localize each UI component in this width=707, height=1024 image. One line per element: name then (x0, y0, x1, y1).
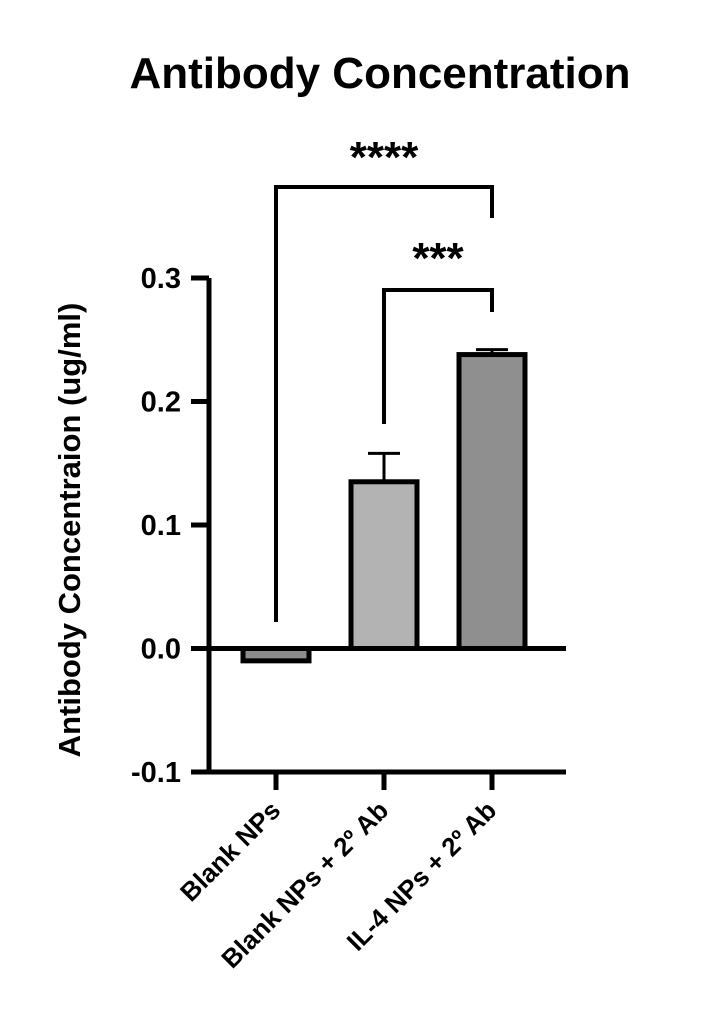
bar (348, 479, 420, 651)
y-axis-label: Antibody Concentraion (ug/ml) (52, 303, 87, 758)
bar (456, 352, 528, 651)
x-tick-label: Blank NPs (174, 795, 286, 907)
significance-label: *** (412, 234, 464, 283)
y-tick-label: 0.0 (141, 634, 181, 666)
y-tick-label: 0.3 (141, 263, 181, 295)
y-tick-label: 0.1 (141, 510, 181, 542)
chart-title: Antibody Concentration (129, 49, 630, 98)
y-tick-label: 0.2 (141, 387, 181, 419)
significance-bracket (382, 288, 494, 424)
y-tick-label: -0.1 (131, 757, 181, 789)
significance-bracket (274, 185, 494, 622)
significance-label: **** (350, 133, 419, 182)
